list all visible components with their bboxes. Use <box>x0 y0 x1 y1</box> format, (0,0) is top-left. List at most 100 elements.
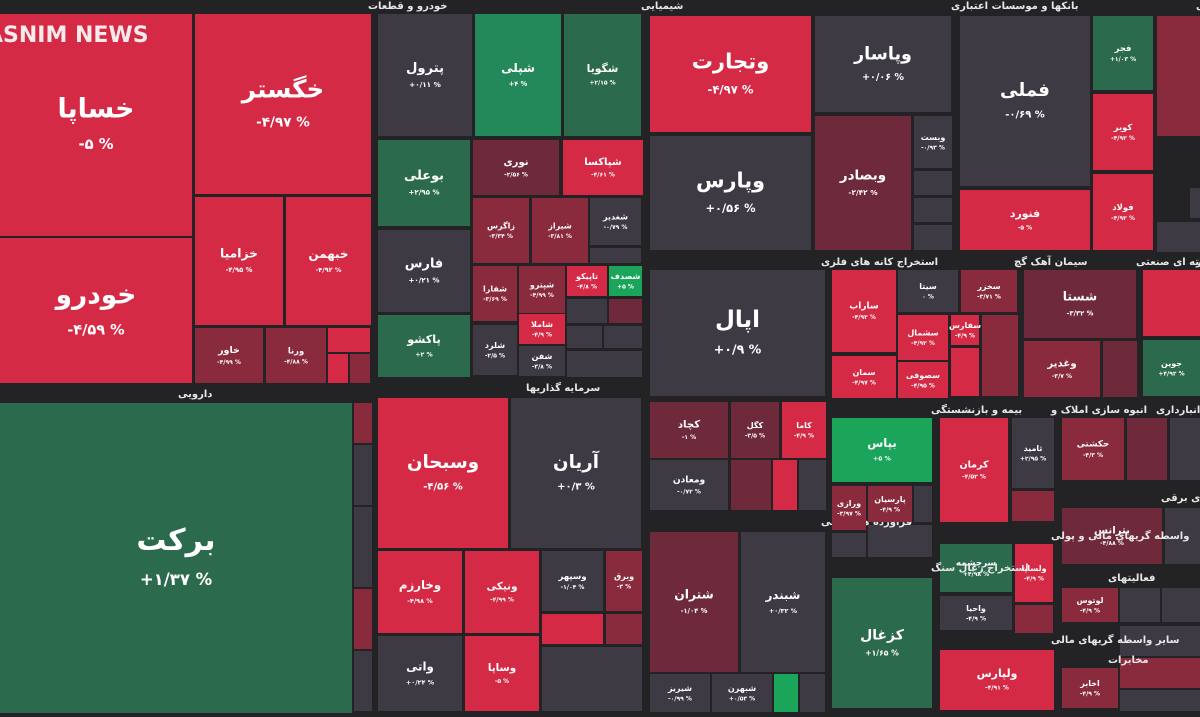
stock-tile[interactable] <box>378 140 470 226</box>
stock-name: ونیکی <box>486 580 517 592</box>
stock-tile[interactable] <box>465 551 539 633</box>
filler-tile <box>1120 658 1200 688</box>
stock-tile[interactable] <box>960 16 1090 186</box>
stock-tile[interactable] <box>832 578 932 708</box>
stock-tile[interactable] <box>741 532 825 672</box>
stock-tile[interactable] <box>1093 16 1153 90</box>
stock-change: +۱/۶۵ % <box>865 649 899 658</box>
stock-tile[interactable] <box>378 551 462 633</box>
stock-change: -۴/۵۲ % <box>962 474 986 481</box>
filler-tile <box>567 299 607 323</box>
stock-tile[interactable] <box>195 328 263 383</box>
stock-tile[interactable] <box>940 544 1012 592</box>
stock-tile[interactable] <box>1062 588 1118 622</box>
stock-tile[interactable] <box>195 197 283 325</box>
stock-tile[interactable] <box>378 398 508 548</box>
stock-tile[interactable] <box>0 14 192 236</box>
stock-tile[interactable] <box>712 674 772 712</box>
stock-tile[interactable] <box>961 270 1017 312</box>
stock-tile[interactable] <box>940 596 1012 630</box>
stock-tile[interactable] <box>1024 341 1100 397</box>
stock-tile[interactable] <box>0 238 192 383</box>
stock-tile[interactable] <box>1015 544 1053 602</box>
stock-name: شفن <box>532 352 553 361</box>
stock-tile[interactable] <box>650 136 811 250</box>
stock-tile[interactable] <box>519 346 565 376</box>
stock-tile[interactable] <box>564 14 641 136</box>
stock-change: -۴/۹۲ % <box>852 314 876 321</box>
stock-tile[interactable] <box>286 197 371 325</box>
stock-tile[interactable] <box>1093 174 1153 250</box>
stock-tile[interactable] <box>1062 668 1118 708</box>
stock-tile[interactable] <box>650 532 738 672</box>
filler-tile <box>1103 341 1137 397</box>
stock-tile[interactable] <box>473 198 529 263</box>
filler-tile <box>800 674 825 712</box>
stock-tile[interactable] <box>195 14 371 194</box>
stock-tile[interactable] <box>465 636 539 711</box>
stock-tile[interactable] <box>1093 94 1153 170</box>
stock-tile[interactable] <box>378 636 462 711</box>
sector-title: استخراج کانه های فلزی <box>821 257 938 268</box>
stock-tile[interactable] <box>940 650 1054 710</box>
stock-change: -۴/۹ % <box>794 433 814 440</box>
stock-tile[interactable] <box>266 328 326 383</box>
stock-tile[interactable] <box>1062 418 1124 480</box>
stock-tile[interactable] <box>1012 418 1054 488</box>
stock-tile[interactable] <box>378 14 472 136</box>
stock-tile[interactable] <box>378 230 470 312</box>
stock-name: وغدیر <box>1046 358 1076 369</box>
stock-tile[interactable] <box>898 362 948 398</box>
stock-name: شگویا <box>587 62 619 75</box>
stock-tile[interactable] <box>473 266 517 321</box>
stock-tile[interactable] <box>782 402 826 458</box>
stock-tile[interactable] <box>868 486 912 522</box>
stock-tile[interactable] <box>542 551 603 611</box>
stock-tile[interactable] <box>609 266 642 296</box>
stock-tile[interactable] <box>563 140 643 195</box>
stock-tile[interactable] <box>832 270 896 352</box>
sector-title: فراورده های نفتی <box>821 517 912 528</box>
stock-tile[interactable] <box>473 140 559 195</box>
stock-name: شیریز <box>667 684 692 693</box>
stock-tile[interactable] <box>832 356 896 398</box>
stock-tile[interactable] <box>606 551 642 611</box>
stock-tile[interactable] <box>1024 270 1136 338</box>
stock-tile[interactable] <box>815 116 911 250</box>
stock-tile[interactable] <box>650 460 728 510</box>
stock-tile[interactable] <box>475 14 561 136</box>
stock-tile[interactable] <box>590 198 641 245</box>
stock-name: حکشتی <box>1077 440 1109 450</box>
stock-tile[interactable] <box>832 486 866 530</box>
stock-tile[interactable] <box>951 315 979 345</box>
stock-tile[interactable] <box>898 315 948 360</box>
filler-tile <box>567 351 642 377</box>
stock-tile[interactable] <box>650 674 710 712</box>
stock-tile[interactable] <box>832 418 932 482</box>
stock-tile[interactable] <box>519 314 565 344</box>
stock-tile[interactable] <box>1062 508 1162 564</box>
stock-tile[interactable] <box>511 398 641 548</box>
stock-tile[interactable] <box>898 270 958 312</box>
stock-tile[interactable] <box>940 418 1008 522</box>
stock-change: -۴/۹۲ % <box>1111 135 1135 142</box>
stock-tile[interactable] <box>815 16 951 112</box>
stock-tile[interactable] <box>650 270 825 396</box>
stock-tile[interactable] <box>378 315 470 377</box>
stock-tile[interactable] <box>650 16 811 132</box>
stock-tile[interactable] <box>473 325 517 375</box>
stock-tile[interactable] <box>519 266 565 313</box>
stock-tile[interactable] <box>650 402 728 458</box>
stock-change: -۵ % <box>1018 225 1032 232</box>
stock-name: وخارزم <box>399 578 441 593</box>
stock-tile[interactable] <box>960 190 1090 250</box>
stock-tile[interactable] <box>731 402 779 458</box>
stock-tile[interactable] <box>567 266 607 296</box>
stock-name: نوری <box>504 157 529 168</box>
filler-tile <box>773 460 797 510</box>
stock-tile[interactable] <box>532 198 588 263</box>
stock-name: زاگرس <box>487 221 515 232</box>
stock-tile[interactable] <box>1143 340 1200 396</box>
stock-tile[interactable] <box>0 403 352 713</box>
stock-tile[interactable] <box>914 116 952 168</box>
